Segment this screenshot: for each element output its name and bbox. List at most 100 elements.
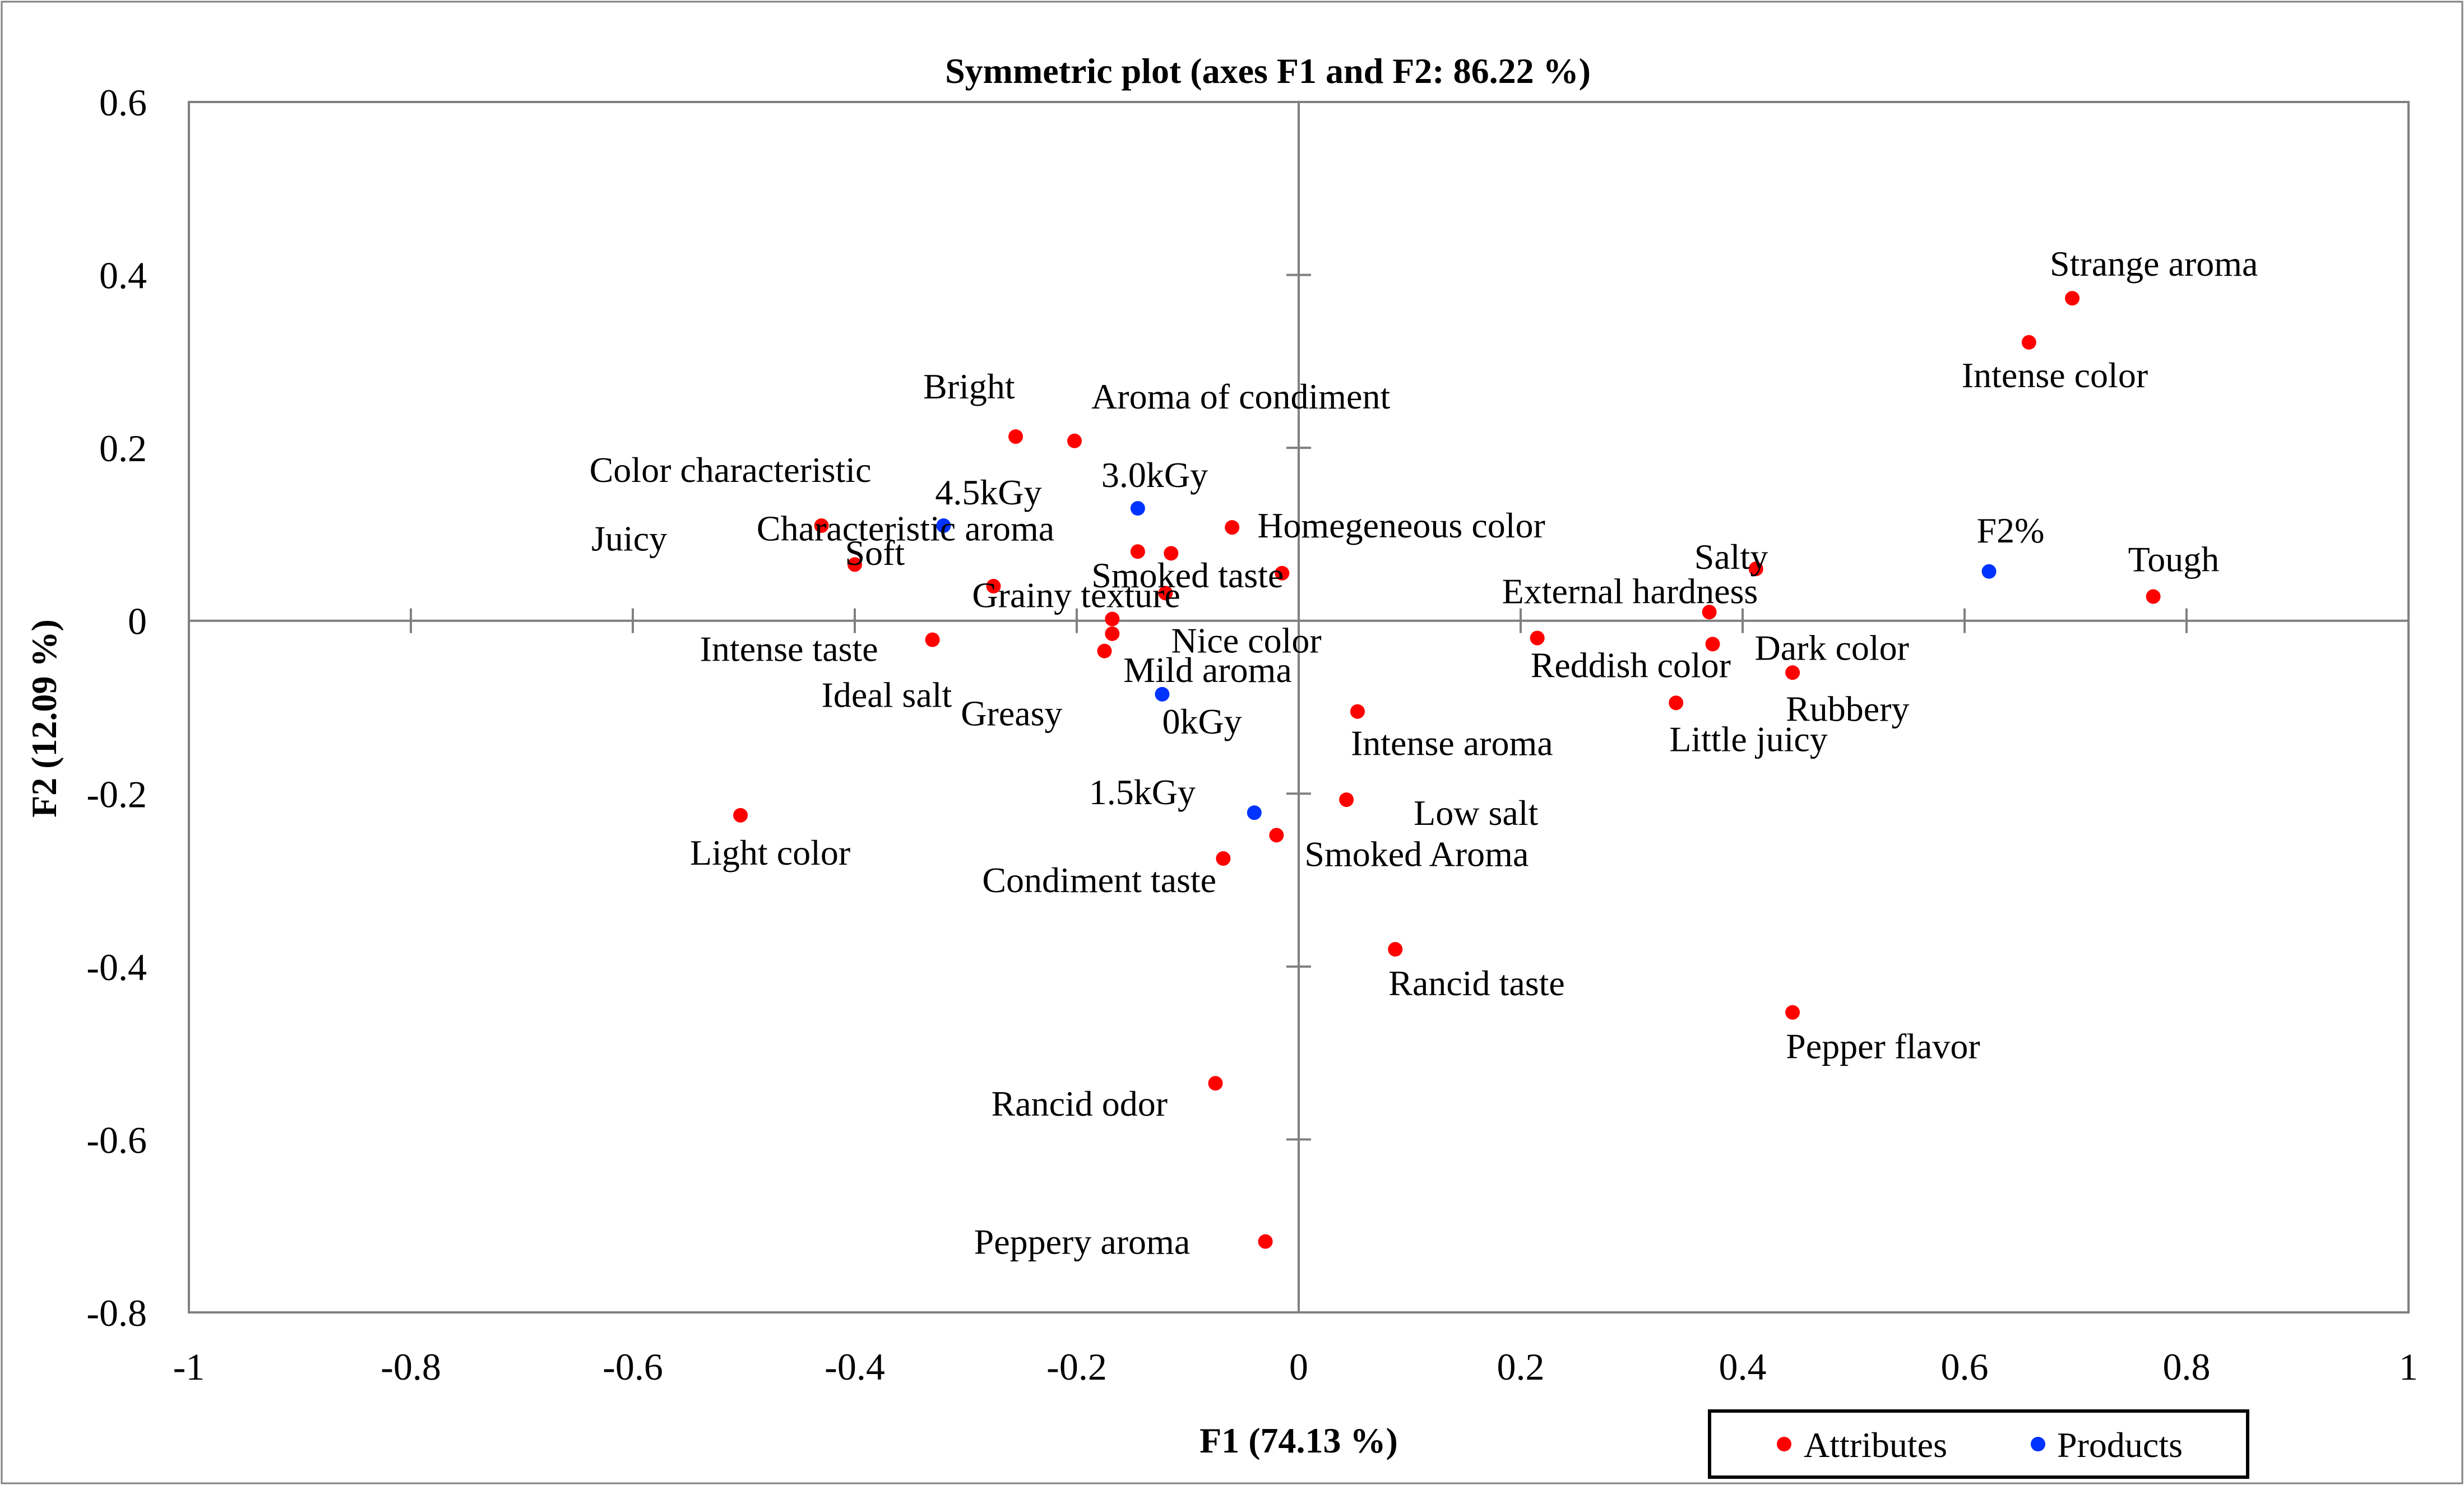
- point-label-bright: Bright: [923, 366, 1015, 406]
- y-tick-label: -0.6: [86, 1119, 147, 1161]
- attribute-point-color-characteristic: [814, 518, 829, 533]
- point-label-rancid-odor: Rancid odor: [992, 1084, 1168, 1124]
- data-points: [733, 291, 2161, 1249]
- attribute-point-strange-aroma: [2065, 291, 2080, 306]
- legend-box: [1708, 1409, 2249, 1479]
- point-label-ideal-salt: Ideal salt: [822, 675, 952, 715]
- product-point-3-0kgy: [1130, 501, 1145, 516]
- point-label-f2: F2%: [1977, 511, 2045, 550]
- point-label-0kgy: 0kGy: [1162, 702, 1242, 741]
- product-point-4-5kgy: [936, 518, 951, 533]
- x-tick-label: -0.8: [381, 1345, 441, 1388]
- x-tick-label: 0.6: [1941, 1345, 1989, 1388]
- point-label-intense-taste: Intense taste: [700, 629, 878, 669]
- legend-marker-attributes: [1777, 1437, 1791, 1451]
- attribute-point-grainy-texture: [1158, 586, 1173, 601]
- attribute-point-nice-color: [1105, 611, 1120, 627]
- attribute-point-pepper-flavor: [1785, 1005, 1800, 1020]
- point-labels: Strange aroma Intense color Tough SaltyExte…: [590, 244, 2258, 1261]
- point-label-little-juicy: Little juicy: [1669, 719, 1828, 759]
- point-label-characteristic-aroma: Characteristic aroma: [757, 508, 1054, 548]
- point-label-smoked-aroma: Smoked Aroma: [1304, 834, 1529, 874]
- point-label-condiment-taste: Condiment taste: [982, 860, 1216, 900]
- legend: Attributes Products: [1708, 1409, 2249, 1479]
- attribute-point-salty: [1748, 561, 1763, 577]
- legend-marker-products: [2031, 1437, 2045, 1451]
- point-label-intense-aroma: Intense aroma: [1351, 723, 1553, 763]
- y-tick-label: 0.4: [99, 254, 147, 297]
- attribute-point-smoked-taste: [1275, 565, 1290, 581]
- attribute-point-aroma-of-condiment: [1067, 433, 1082, 448]
- point-label-homegeneous-color: Homegeneous color: [1257, 505, 1545, 545]
- point-label-color-characteristic: Color characteristic: [590, 450, 872, 490]
- y-tick-label: -0.4: [86, 946, 147, 989]
- point-label-soft: Soft: [845, 533, 905, 573]
- product-point-f2: [1981, 564, 1997, 579]
- point-label-greasy: Greasy: [961, 693, 1062, 733]
- x-tick-label: 0: [1289, 1345, 1308, 1388]
- attribute-point-mild-aroma: [1105, 626, 1120, 641]
- legend-label-products: Products: [2057, 1425, 2183, 1465]
- point-label-tough: Tough: [2128, 540, 2220, 579]
- attribute-point-greasy: [1164, 546, 1179, 561]
- point-label-light-color: Light color: [690, 833, 850, 873]
- chart-title: Symmetric plot (axes F1 and F2: 86.22 %): [945, 51, 1591, 91]
- point-label-strange-aroma: Strange aroma: [2050, 244, 2258, 284]
- point-label-mild-aroma: Mild aroma: [1123, 650, 1291, 690]
- attribute-point-intense-color: [2021, 335, 2036, 350]
- y-tick-label: 0.6: [99, 81, 147, 124]
- x-tick-label: -0.2: [1046, 1345, 1107, 1388]
- point-label-rancid-taste: Rancid taste: [1388, 963, 1565, 1003]
- attribute-point-little-juicy: [1669, 695, 1684, 711]
- attribute-point-external-hardness: [1702, 605, 1717, 620]
- point-label-nice-color: Nice color: [1171, 621, 1321, 661]
- point-label-smoked-taste: Smoked taste: [1091, 555, 1284, 595]
- attribute-point-rancid-taste: [1388, 942, 1403, 957]
- attribute-point-smoked-aroma: [1269, 828, 1284, 843]
- product-point-0kgy: [1155, 686, 1170, 702]
- attribute-point-homegeneous-color: [1225, 520, 1240, 535]
- attribute-point-light-color: [733, 808, 748, 823]
- attribute-point-intense-aroma: [1350, 704, 1365, 719]
- x-tick-label: -1: [173, 1345, 205, 1388]
- attribute-point-intense-taste: [925, 632, 940, 647]
- point-label-aroma-of-condiment: Aroma of condiment: [1091, 377, 1390, 416]
- x-tick-label: -0.6: [603, 1345, 663, 1388]
- attribute-point-bright: [1008, 429, 1023, 444]
- legend-label-attributes: Attributes: [1804, 1425, 1947, 1465]
- zero-axes: [189, 102, 2409, 1312]
- point-label-salty: Salty: [1694, 537, 1768, 577]
- attribute-point-peppery-aroma: [1258, 1234, 1273, 1249]
- y-tick-label: -0.2: [86, 773, 147, 815]
- product-point-1-5kgy: [1247, 805, 1262, 820]
- attribute-point-characteristic-aroma: [1130, 544, 1145, 559]
- point-label-4-5kgy: 4.5kGy: [935, 472, 1041, 512]
- point-label-peppery-aroma: Peppery aroma: [974, 1222, 1191, 1261]
- x-tick-label: 0.2: [1497, 1345, 1545, 1388]
- attribute-point-reddish-color: [1530, 630, 1545, 646]
- y-tick-label: 0.2: [99, 427, 147, 470]
- point-label-pepper-flavor: Pepper flavor: [1786, 1027, 1980, 1066]
- point-label-juicy: Juicy: [591, 518, 667, 558]
- point-label-3-0kgy: 3.0kGy: [1101, 455, 1208, 495]
- point-label-grainy-texture: Grainy texture: [972, 575, 1180, 615]
- point-label-external-hardness: External hardness: [1502, 571, 1758, 611]
- attribute-point-juicy: [847, 557, 862, 572]
- x-tick-label: 0.4: [1719, 1345, 1767, 1388]
- point-label-intense-color: Intense color: [1962, 355, 2148, 395]
- x-axis-title: F1 (74.13 %): [1199, 1421, 1398, 1460]
- point-label-dark-color: Dark color: [1755, 628, 1909, 667]
- point-label-rubbery: Rubbery: [1786, 689, 1909, 728]
- x-tick-label: 0.8: [2163, 1345, 2211, 1388]
- attribute-point-ideal-salt: [1097, 643, 1112, 658]
- point-label-low-salt: Low salt: [1414, 793, 1538, 833]
- tick-labels: -1 -0.8 -0.6 -0.4 -0.2 0 0.2 0.4 0.6 0.8 1 0.6 0.4 0.…: [86, 81, 2418, 1388]
- attribute-point-rancid-odor: [1208, 1076, 1223, 1091]
- attribute-point-low-salt: [1339, 792, 1354, 808]
- x-tick-label: 1: [2399, 1345, 2418, 1388]
- y-tick-label: -0.8: [86, 1292, 147, 1334]
- point-label-1-5kgy: 1.5kGy: [1089, 772, 1196, 812]
- attribute-point-rubbery: [1785, 665, 1800, 680]
